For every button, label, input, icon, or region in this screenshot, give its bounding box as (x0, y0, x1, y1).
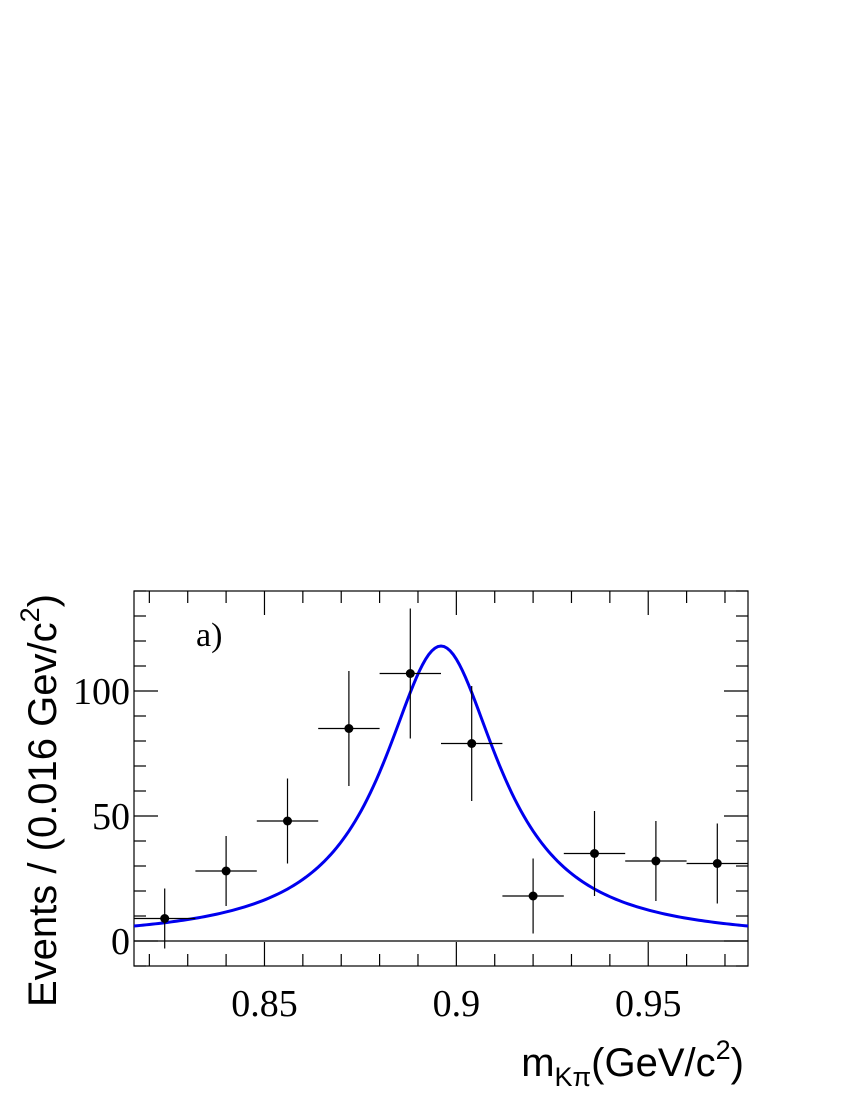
data-points-layer (134, 608, 748, 949)
plot-frame-rect (133, 590, 749, 967)
x-axis-title-main: m (521, 1041, 554, 1085)
x-axis-title-sub: Kπ (555, 1062, 592, 1092)
data-point-7 (590, 849, 599, 858)
y-tick-label: 0 (111, 921, 130, 963)
data-point-6 (528, 891, 538, 901)
data-point-2 (283, 816, 292, 826)
x-axis-title: mKπ(GeV/c2) (521, 1035, 744, 1092)
fit-curve-layer (133, 644, 749, 928)
data-point-9 (712, 859, 722, 868)
y-axis-title-close: ) (21, 594, 65, 607)
x-axis-title-unit: (GeV/c (591, 1041, 715, 1085)
data-point-0 (160, 914, 170, 923)
y-axis-title: Events / (0.016 Gev/c2) (15, 594, 65, 1007)
data-point-5 (467, 739, 477, 748)
ticks-layer: 0.85 0.9 0.95 0 50 100 (73, 590, 748, 1025)
data-point-1 (221, 866, 231, 876)
plot-frame (133, 590, 749, 967)
x-tick-label: 0.95 (615, 983, 682, 1025)
data-point-4 (405, 669, 415, 678)
x-tick-label: 0.9 (433, 983, 481, 1025)
x-tick-label: 0.85 (231, 983, 298, 1025)
fit-curve (133, 644, 749, 928)
x-axis-title-close: ) (731, 1041, 744, 1085)
data-point-3 (344, 724, 354, 733)
y-axis-title-main: Events / (0.016 Gev/c (21, 622, 65, 1007)
y-tick-label: 50 (92, 796, 130, 838)
data-point-8 (651, 856, 661, 866)
y-tick-label: 100 (73, 671, 130, 713)
panel-label: a) (196, 617, 222, 654)
y-axis-title-sup: 2 (15, 607, 45, 622)
x-axis-title-sup: 2 (716, 1035, 731, 1065)
